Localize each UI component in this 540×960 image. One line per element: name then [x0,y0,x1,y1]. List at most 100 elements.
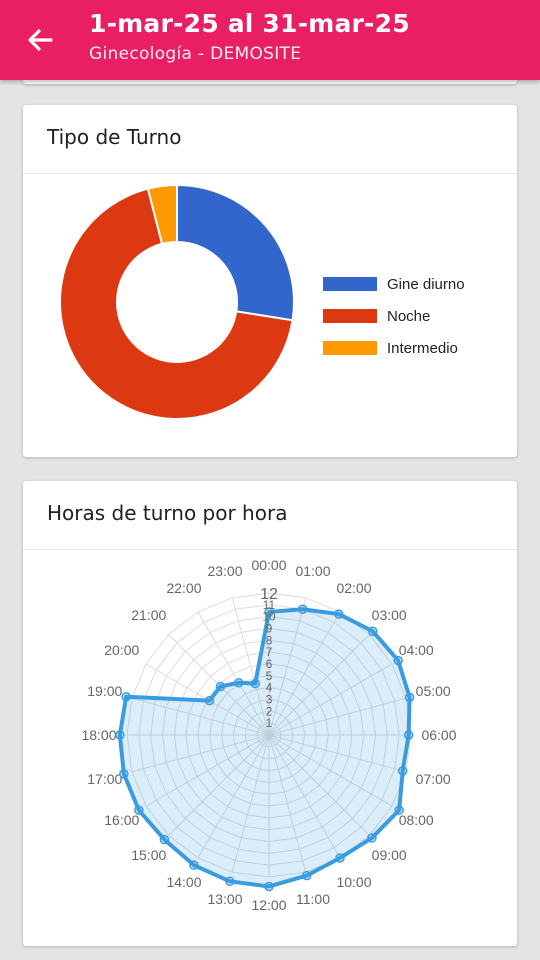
radar-spoke [197,611,270,736]
hours-card: Horas de turno por hora 00:00 01:00 02:00 0… [23,481,517,946]
radar-point [119,769,129,779]
radar-point [225,876,235,887]
radar-tick-label: 9 [266,622,273,636]
radar-point [215,681,226,692]
radar-spoke [168,734,270,836]
radar-hour-label: 10:00 [336,874,371,890]
app-bar: 1-mar-25 al 31-mar-25 Ginecología - DEMO… [0,0,540,80]
radar-tick-label: 3 [266,693,273,707]
card-divider [23,173,517,174]
radar-hour-label: 05:00 [416,683,451,699]
legend-label-gine-diurno: Gine diurno [387,276,465,293]
radar-hour-label: 23:00 [207,563,242,579]
radar-tick-label: 12 [260,586,278,603]
radar-point [121,691,131,702]
radar-point [264,607,274,617]
radar-hour-label: 18:00 [81,727,116,743]
radar-point [159,834,170,845]
radar-spoke [268,734,341,859]
legend-swatch-noche [323,309,377,323]
radar-spoke [131,734,270,773]
radar-spoke [231,734,270,873]
card-divider [23,549,517,550]
radar-spoke [268,611,341,736]
radar-spoke [168,634,270,736]
radar-tick-label: 1 [266,716,273,730]
radar-spoke [268,734,393,807]
radar-point [367,833,377,843]
radar-point [403,730,414,740]
radar-hour-label: 22:00 [166,580,201,596]
legend-swatch-intermedio [323,341,377,355]
radar-spoke [268,734,407,773]
radar-hour-label: 11:00 [296,891,330,907]
radar-hour-label: 13:00 [207,891,242,907]
radar-hour-label: 14:00 [166,874,201,890]
radar-spoke [268,734,370,836]
legend-label-noche: Noche [387,308,430,325]
radar-point [301,870,312,881]
radar-hour-label: 00:00 [251,557,286,573]
radar-hour-label: 15:00 [131,847,166,863]
radar-series-area [117,607,412,889]
radar-point [297,604,308,615]
radar-tick-label: 6 [266,657,273,671]
radar-point [204,695,215,706]
shift-type-card-title: Tipo de Turno [47,125,182,149]
radar-tick-label: 8 [266,633,273,647]
radar-point [234,677,244,688]
radar-hour-label: 17:00 [87,771,122,787]
legend-label-intermedio: Intermedio [387,340,458,357]
radar-hour-label: 12:00 [251,897,286,913]
radar-point [397,766,408,776]
radar-tick-label: 10 [262,610,276,624]
radar-spoke [268,734,307,873]
radar-hour-label: 19:00 [87,683,122,699]
legend-swatch-gine-diurno [323,277,377,291]
radar-tick-label: 5 [266,669,273,683]
donut-slice-intermedio [146,183,178,246]
shift-type-card: Tipo de Turno Gine diurno Noche Intermedio [23,105,517,457]
radar-spoke [268,597,307,736]
arrow-back-icon[interactable] [22,22,58,58]
radar-point [335,853,345,863]
radar-hour-label: 01:00 [295,563,330,579]
radar-hour-label: 02:00 [336,580,371,596]
radar-point [393,655,403,666]
shift-type-donut-chart: Gine diurno Noche Intermedio [59,183,465,420]
radar-spoke [268,634,370,736]
radar-hour-label: 06:00 [421,727,456,743]
radar-point [404,692,415,703]
radar-hour-label: 08:00 [399,812,434,828]
radar-tick-label: 2 [266,704,273,718]
radar-hour-label: 04:00 [399,642,434,658]
radar-hour-label: 20:00 [104,642,139,658]
radar-point [115,730,125,740]
radar-point [134,805,144,815]
radar-point [189,860,199,870]
date-range-title: 1-mar-25 al 31-mar-25 [89,9,410,38]
radar-spoke [197,734,270,859]
radar-point [368,626,378,636]
donut-slice-gine-diurno [176,183,295,322]
radar-tick-label: 11 [263,598,276,612]
radar-tick-label: 7 [266,645,273,659]
radar-spoke [131,697,270,736]
donut-slice-noche [59,187,294,420]
radar-hour-label: 16:00 [104,812,139,828]
radar-point [250,678,260,689]
hours-card-title: Horas de turno por hora [47,501,288,525]
radar-hour-label: 03:00 [372,607,407,623]
radar-point [394,805,404,815]
radar-spoke [145,734,270,807]
radar-spoke [231,597,270,736]
radar-spoke [268,697,407,736]
radar-hour-label: 07:00 [416,771,451,787]
radar-spoke [268,663,393,736]
department-subtitle: Ginecología - DEMOSITE [89,44,302,64]
radar-point [264,881,274,892]
radar-hour-label: 09:00 [372,847,407,863]
radar-point [334,609,344,619]
radar-tick-label: 4 [266,681,273,695]
